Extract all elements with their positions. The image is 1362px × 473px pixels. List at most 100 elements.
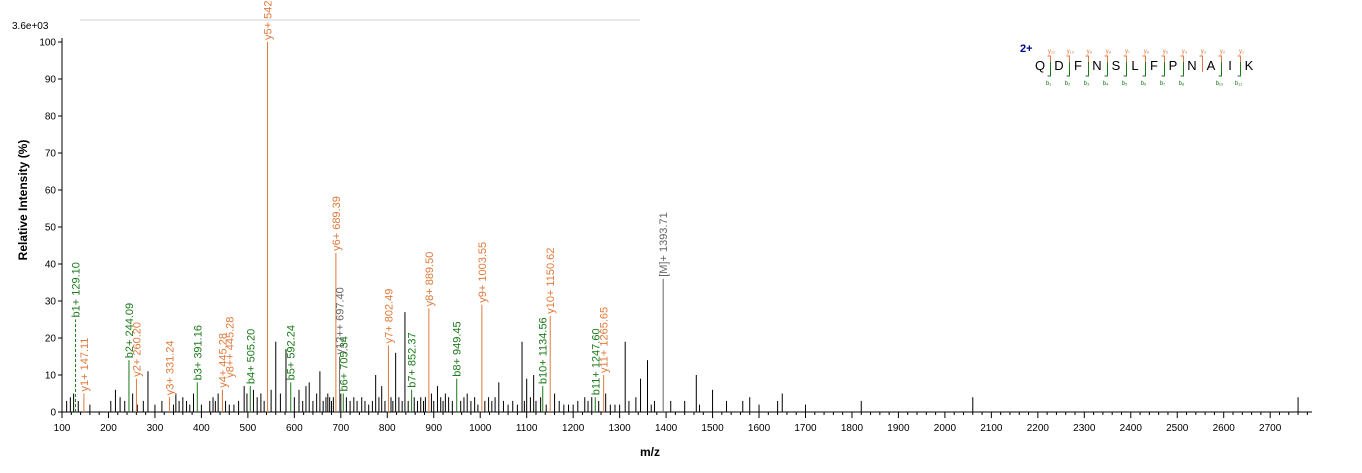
peak-label: y3+ 331.24 [164, 340, 176, 395]
peak-label: b1+ 129.10 [71, 262, 83, 317]
y-ion-label: y₁₀ [1067, 49, 1075, 55]
y-axis-label: Relative Intensity (%) [16, 140, 30, 261]
x-tick-label: 300 [147, 423, 164, 434]
y-tick-label: 20 [45, 334, 57, 345]
peak-label: y5+ 542.33 [263, 0, 275, 40]
b-ion-label: b₄ [1103, 81, 1109, 87]
peak-label: b7+ 852.37 [407, 332, 419, 387]
x-tick-label: 1500 [701, 423, 724, 434]
x-tick-label: 800 [379, 423, 396, 434]
x-tick-label: 2000 [934, 423, 957, 434]
b-ion-label: b₅ [1122, 81, 1128, 87]
x-tick-label: 600 [286, 423, 303, 434]
x-tick-label: 1800 [841, 423, 864, 434]
y-ion-label: y₄ [1182, 49, 1188, 55]
peak-label: y7+ 802.49 [383, 289, 395, 344]
x-tick-label: 1600 [748, 423, 771, 434]
peak-label: b8+ 949.45 [452, 321, 464, 376]
b-ion-bracket [1085, 62, 1089, 77]
y-ion-label: y₉ [1087, 49, 1093, 55]
b-ion-bracket [1161, 62, 1165, 77]
y-ion-label: y₂ [1220, 49, 1226, 55]
peak-label: b10+ 1134.56 [538, 317, 550, 384]
b-ion-bracket [1123, 62, 1127, 77]
x-tick-label: 1700 [794, 423, 817, 434]
b-ion-bracket [1066, 62, 1070, 77]
x-tick-label: 2500 [1166, 423, 1189, 434]
peak-label: y6+ 689.39 [331, 196, 343, 251]
peak-series [66, 312, 1299, 412]
y-ion-label: y₃ [1201, 49, 1207, 55]
b-ion-bracket [1142, 62, 1146, 77]
residue: F [1074, 58, 1082, 73]
residue: S [1112, 58, 1121, 73]
x-tick-label: 1300 [608, 423, 631, 434]
residue: K [1245, 58, 1254, 73]
peak-label: y10+ 1150.62 [545, 248, 557, 314]
b-ion-bracket [1104, 62, 1108, 77]
residue: D [1054, 58, 1063, 73]
y-ion-label: y₇ [1125, 49, 1130, 55]
y-tick-label: 80 [45, 112, 57, 123]
y-tick-label: 70 [45, 149, 57, 160]
x-tick-label: 2100 [980, 423, 1003, 434]
peak-label: y9+ 1003.55 [477, 242, 489, 303]
peak-label: y2+ 260.20 [131, 322, 143, 377]
x-tick-label: 100 [54, 423, 71, 434]
y-ion-label: y₅ [1163, 49, 1169, 55]
peak-label: y4+ 445.28 [217, 333, 229, 388]
residue: L [1131, 58, 1138, 73]
x-tick-label: 2700 [1259, 423, 1282, 434]
x-tick-label: 700 [332, 423, 349, 434]
x-tick-label: 1000 [469, 423, 492, 434]
residue: A [1207, 58, 1216, 73]
b-ion-label: b₁₀ [1216, 81, 1224, 87]
x-tick-label: 2300 [1073, 423, 1096, 434]
x-tick-label: 400 [193, 423, 210, 434]
x-tick-label: 900 [425, 423, 442, 434]
y-ion-label: y₈ [1106, 49, 1112, 55]
b-ion-label: b₈ [1179, 81, 1185, 87]
peak-label: [M]+ 1393.71 [658, 212, 670, 277]
b-ion-bracket [1047, 62, 1051, 77]
y-tick-label: 50 [45, 223, 57, 234]
peak-label: b3+ 391.16 [192, 325, 204, 380]
y-ion-label: y₁ [1239, 49, 1244, 55]
y-tick-label: 60 [45, 186, 57, 197]
x-tick-label: 1100 [516, 423, 538, 434]
b-ion-label: b₆ [1141, 81, 1147, 87]
b-ion-bracket [1237, 62, 1241, 77]
x-tick-label: 500 [240, 423, 257, 434]
y-ion-label: y₆ [1144, 49, 1150, 55]
b-ion-label: b₃ [1084, 81, 1090, 87]
y-tick-label: 90 [45, 75, 57, 86]
peak-label: b11+ 1247.60 [590, 328, 602, 395]
residue: N [1187, 58, 1196, 73]
peak-label: y8+ 889.50 [424, 252, 436, 307]
b-ion-bracket [1218, 62, 1222, 77]
x-tick-label: 1900 [887, 423, 910, 434]
y-tick-label: 0 [50, 408, 56, 419]
peak-label: b5+ 592.24 [286, 325, 298, 380]
x-tick-label: 2600 [1213, 423, 1236, 434]
peak-label: y11+ 1265.65 [599, 307, 611, 373]
y-tick-label: 30 [45, 297, 57, 308]
y-tick-label: 10 [45, 371, 57, 382]
residue: N [1092, 58, 1101, 73]
max-intensity-label: 3.6e+03 [12, 21, 49, 32]
peak-label: b2+ 244.09 [124, 303, 136, 358]
y-ion-bracket [1199, 55, 1203, 72]
peak-label: y8++ 445.28 [224, 317, 236, 378]
residue: F [1150, 58, 1158, 73]
b-ion-label: b₇ [1160, 81, 1165, 87]
x-tick-label: 1400 [655, 423, 678, 434]
b-ion-bracket [1180, 62, 1184, 77]
residue: I [1228, 58, 1232, 73]
b-ion-label: b₁ [1046, 81, 1051, 87]
b-ion-label: b₂ [1065, 81, 1071, 87]
x-tick-label: 1200 [562, 423, 585, 434]
b-ion-label: b₁₁ [1235, 81, 1242, 87]
y-axis: 0 10 20 30 40 50 60 70 80 90 100 [39, 38, 63, 419]
